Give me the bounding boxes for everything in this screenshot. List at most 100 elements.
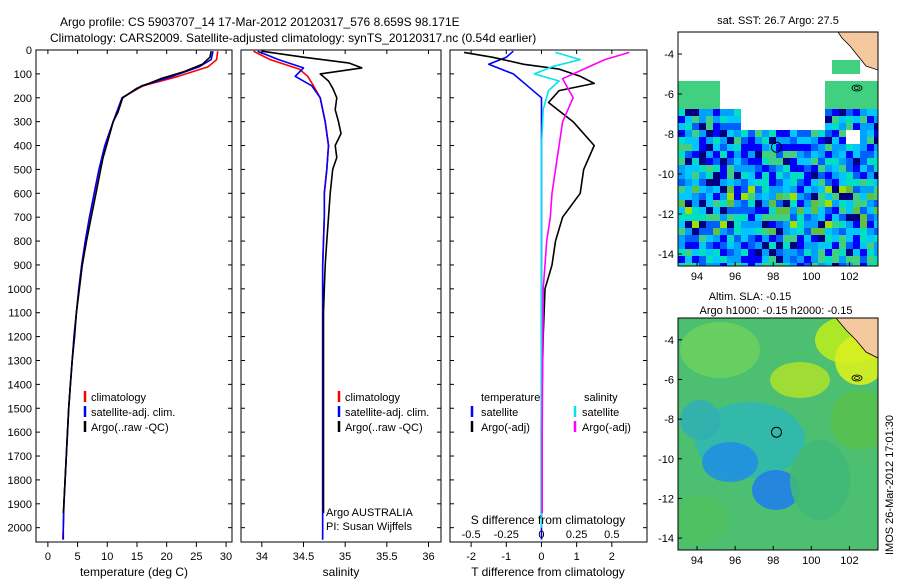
x-tick-label: 20 (161, 551, 173, 563)
sst-cell (706, 144, 713, 151)
sst-cell (748, 228, 755, 235)
land-sumatra (835, 318, 878, 359)
sst-cell (811, 221, 818, 228)
sst-cell (734, 214, 741, 221)
series-s-satellite (533, 51, 582, 528)
sst-cell (818, 228, 825, 235)
sst-cell (797, 200, 804, 207)
sst-cell (692, 144, 699, 151)
sst-cell (860, 95, 867, 102)
sst-cell (874, 207, 878, 214)
sst-cell (734, 207, 741, 214)
x-tick-label: 34.5 (293, 551, 314, 563)
sst-cell (692, 221, 699, 228)
sst-cell (818, 172, 825, 179)
map-x-tick-label: 102 (840, 271, 858, 283)
sst-cell (811, 144, 818, 151)
x-tick-label: 25 (190, 551, 202, 563)
sst-cell (832, 144, 839, 151)
sst-cell (804, 242, 811, 249)
sst-cell (755, 207, 762, 214)
sst-cell (748, 193, 755, 200)
sst-cell (720, 109, 727, 116)
sst-cell (727, 214, 734, 221)
sst-cell (776, 144, 783, 151)
legend-label-t-argo: Argo(-adj) (481, 422, 530, 434)
x-tick-label: 35 (339, 551, 351, 563)
sst-cell (867, 263, 874, 266)
sla-map-frame (677, 317, 879, 551)
difference-legend: temperature salinity satellite Argo(-adj… (470, 392, 631, 434)
sst-cell (832, 165, 839, 172)
sst-cell (720, 228, 727, 235)
sst-cell (762, 186, 769, 193)
sst-cell (790, 249, 797, 256)
sst-cell (727, 144, 734, 151)
sst-cell (713, 123, 720, 130)
depth-tick-label: 1700 (8, 451, 32, 463)
sst-cell (783, 158, 790, 165)
sst-cell (699, 200, 706, 207)
depth-tick-label: 100 (14, 69, 32, 81)
sst-cell (832, 256, 839, 263)
sst-cell (804, 130, 811, 137)
sst-cell (846, 67, 853, 74)
sst-cell (713, 102, 720, 109)
map-x-tick-label: 94 (691, 271, 703, 283)
sst-cell (797, 256, 804, 263)
sst-cell (769, 242, 776, 249)
sst-cell (867, 249, 874, 256)
sst-cell (797, 165, 804, 172)
sst-cell (846, 158, 853, 165)
legend-label-satellite: satellite-adj. clim. (345, 407, 429, 419)
sst-cell (811, 214, 818, 221)
sst-cell (860, 137, 867, 144)
x-tick-label: 2 (609, 551, 615, 563)
sst-cell (790, 186, 797, 193)
sst-cell (699, 235, 706, 242)
sst-cell (825, 130, 832, 137)
sst-cell (860, 235, 867, 242)
sst-cell (769, 221, 776, 228)
sst-cell (741, 214, 748, 221)
sst-cell (860, 151, 867, 158)
sst-cell (699, 249, 706, 256)
sst-cell (755, 186, 762, 193)
sst-cell (692, 235, 699, 242)
sst-cell (839, 95, 846, 102)
sst-cell (720, 263, 727, 266)
sst-cell (748, 165, 755, 172)
sst-cell (741, 137, 748, 144)
sst-cell (818, 242, 825, 249)
sst-cell (755, 165, 762, 172)
sla-field-patch (680, 322, 760, 378)
temperature-xlabel: temperature (deg C) (80, 565, 188, 579)
sst-cell (790, 179, 797, 186)
sst-cell (769, 186, 776, 193)
sst-cell (839, 200, 846, 207)
sst-cell (706, 172, 713, 179)
sst-cell (825, 200, 832, 207)
x-tick-label: 5 (75, 551, 81, 563)
sst-cell (699, 123, 706, 130)
sst-cell (860, 158, 867, 165)
sst-cell (727, 158, 734, 165)
sst-cell (839, 137, 846, 144)
sst-cell (699, 221, 706, 228)
depth-tick-label: 600 (14, 188, 32, 200)
sst-cell (762, 242, 769, 249)
sst-cell (860, 256, 867, 263)
sst-cell (867, 130, 874, 137)
sst-cell (727, 109, 734, 116)
sst-cell (853, 256, 860, 263)
sst-cell (825, 179, 832, 186)
annotation-pi: PI: Susan Wijffels (326, 521, 412, 533)
sla-field-patch (830, 390, 878, 450)
sst-cell (678, 193, 685, 200)
sst-cell (713, 109, 720, 116)
sst-cell (692, 263, 699, 266)
sst-cell (874, 151, 878, 158)
map-y-tick-label: -14 (658, 533, 674, 545)
island (851, 84, 863, 92)
sst-map-title: sat. SST: 26.7 Argo: 27.5 (717, 15, 839, 27)
